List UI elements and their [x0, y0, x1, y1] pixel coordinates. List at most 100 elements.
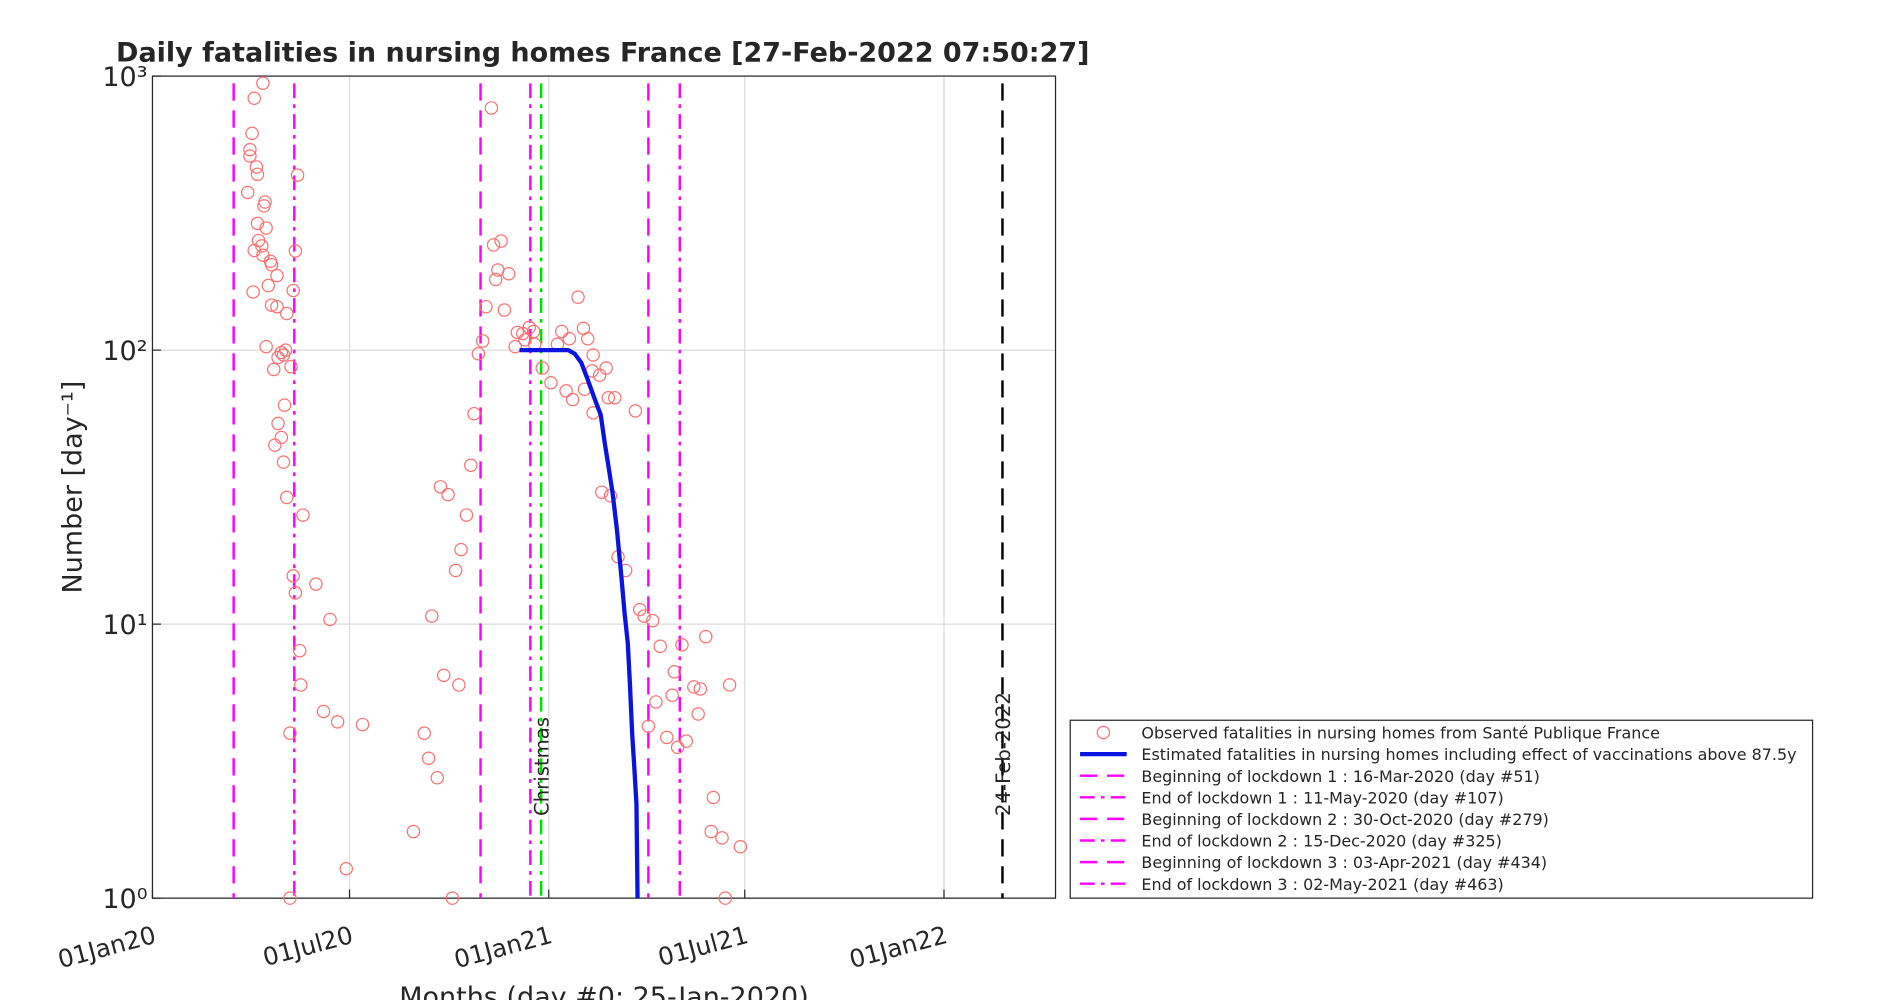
chart-title: Daily fatalities in nursing homes France…: [116, 37, 1089, 68]
legend-label: Observed fatalities in nursing homes fro…: [1141, 724, 1660, 743]
data-point: [330, 715, 345, 729]
x-axis-label: Months (day #0: 25-Jan-2020): [399, 982, 809, 1000]
data-point: [464, 458, 478, 473]
data-point: [535, 361, 550, 375]
data-point: [264, 257, 279, 272]
data-point: [649, 695, 663, 709]
data-point: [256, 76, 270, 90]
data-point: [279, 490, 294, 505]
data-point: [259, 221, 273, 235]
data-point: [261, 278, 276, 293]
data-point: [555, 324, 569, 339]
data-point: [706, 790, 721, 805]
data-point: [467, 406, 481, 421]
data-point: [448, 563, 463, 578]
data-point: [436, 668, 451, 683]
data-point: [645, 613, 660, 628]
data-point: [526, 324, 541, 339]
legend-label: Estimated fatalities in nursing homes in…: [1141, 745, 1796, 764]
y-tick-label: 10³: [102, 62, 147, 93]
data-point: [421, 751, 436, 766]
annotation-label: Christmas: [531, 717, 554, 816]
data-point: [309, 577, 323, 591]
data-point: [277, 398, 292, 412]
data-point: [245, 126, 259, 141]
data-point: [691, 707, 705, 721]
data-point: [279, 306, 294, 321]
legend-label: End of lockdown 3 : 02-May-2021 (day #46…: [1141, 875, 1503, 894]
data-point: [271, 416, 285, 431]
data-point: [250, 216, 265, 231]
data-point: [276, 455, 291, 469]
legend-label: Beginning of lockdown 2 : 30-Oct-2020 (d…: [1141, 810, 1549, 829]
legend-box: [1069, 719, 1814, 899]
data-point: [459, 508, 474, 522]
data-point: [417, 726, 431, 740]
data-point: [559, 384, 573, 398]
data-point: [270, 268, 284, 283]
data-point: [270, 299, 284, 314]
x-tick-label: 01Jan21: [451, 920, 555, 974]
data-point: [323, 612, 337, 627]
data-point: [679, 734, 694, 748]
data-point: [247, 91, 261, 105]
data-point: [565, 392, 580, 407]
data-point: [488, 272, 503, 287]
data-point: [249, 160, 264, 174]
data-point: [722, 678, 737, 692]
data-point: [693, 682, 708, 696]
data-point: [266, 362, 281, 377]
data-point: [475, 334, 490, 348]
data-point: [665, 688, 679, 703]
data-point: [290, 168, 305, 182]
data-point: [479, 299, 493, 314]
plot-frame: [151, 75, 1057, 899]
data-point: [653, 639, 668, 654]
data-point: [288, 244, 303, 258]
data-point: [508, 339, 522, 354]
data-point: [510, 325, 525, 340]
data-point: [601, 391, 616, 405]
data-point: [571, 290, 585, 304]
data-point: [294, 678, 308, 692]
data-point: [288, 586, 303, 600]
y-axis-label: Number [day⁻¹]: [57, 381, 88, 594]
data-point: [544, 376, 558, 390]
data-point: [687, 680, 701, 694]
data-point: [484, 101, 499, 115]
data-point: [497, 303, 512, 317]
legend-label: Beginning of lockdown 3 : 03-Apr-2021 (d…: [1141, 853, 1547, 872]
data-point: [243, 149, 257, 163]
x-tick-label: 01Jan20: [55, 920, 159, 974]
data-point: [240, 185, 255, 200]
data-point: [425, 609, 439, 623]
data-point: [486, 238, 501, 252]
data-point: [316, 704, 331, 719]
data-point: [628, 404, 643, 418]
plot-area: [152, 76, 1056, 899]
data-point: [250, 167, 265, 182]
data-point: [452, 678, 466, 692]
data-point: [430, 771, 444, 785]
data-point: [247, 243, 261, 258]
data-point: [522, 320, 537, 335]
y-tick-label: 10²: [102, 336, 147, 367]
y-tick-label: 10¹: [102, 610, 147, 641]
data-point: [355, 717, 370, 732]
data-point: [433, 480, 448, 494]
legend-label: End of lockdown 2 : 15-Dec-2020 (day #32…: [1141, 832, 1502, 851]
data-point: [286, 569, 300, 583]
data-point: [276, 348, 291, 362]
data-point: [283, 726, 297, 740]
data-point: [259, 339, 273, 354]
data-point: [637, 609, 651, 623]
x-tick-label: 01Jul20: [260, 920, 356, 972]
data-point: [246, 285, 260, 299]
data-point: [445, 891, 460, 905]
data-point: [406, 824, 421, 839]
estimate-line: [519, 347, 640, 899]
data-point: [608, 391, 622, 405]
y-tick-label: 10⁰: [102, 884, 147, 915]
data-point: [243, 142, 257, 157]
data-point: [501, 266, 516, 281]
